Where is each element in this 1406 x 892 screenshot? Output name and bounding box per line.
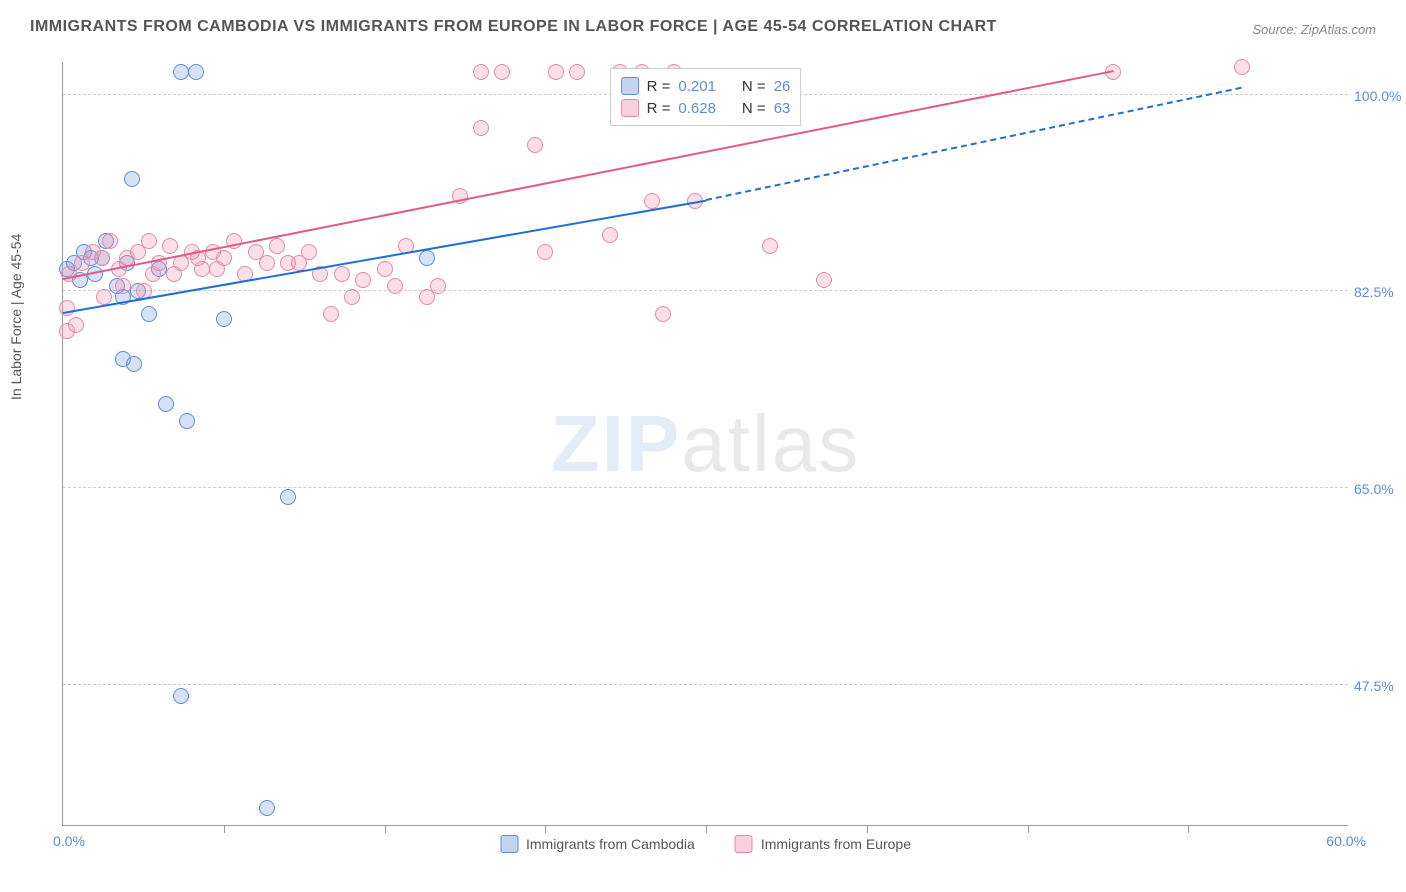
regression-line — [63, 70, 1114, 280]
data-point — [102, 233, 118, 249]
r-label: R = — [647, 78, 671, 95]
data-point — [141, 306, 157, 322]
data-point — [259, 800, 275, 816]
data-point — [179, 413, 195, 429]
gridline — [63, 684, 1348, 685]
data-point — [158, 396, 174, 412]
x-tick — [1028, 825, 1029, 833]
watermark: ZIPatlas — [551, 398, 860, 490]
data-point — [762, 238, 778, 254]
legend-row: R = 0.201 N = 26 — [621, 75, 791, 97]
x-tick — [706, 825, 707, 833]
r-value: 0.201 — [678, 78, 716, 95]
x-tick — [1188, 825, 1189, 833]
gridline — [63, 487, 1348, 488]
data-point — [94, 250, 110, 266]
data-point — [280, 489, 296, 505]
data-point — [494, 64, 510, 80]
data-point — [473, 120, 489, 136]
data-point — [173, 64, 189, 80]
data-point — [430, 278, 446, 294]
n-label: N = — [742, 78, 766, 95]
data-point — [355, 272, 371, 288]
data-point — [419, 250, 435, 266]
y-tick-label: 82.5% — [1354, 284, 1406, 300]
chart-title: IMMIGRANTS FROM CAMBODIA VS IMMIGRANTS F… — [30, 18, 997, 36]
data-point — [816, 272, 832, 288]
x-tick — [224, 825, 225, 833]
data-point — [334, 266, 350, 282]
data-point — [527, 137, 543, 153]
chart-plot-area: ZIPatlas R =0.201N =26R =0.628N =63 0.0%… — [62, 62, 1348, 826]
data-point — [548, 64, 564, 80]
n-value: 63 — [774, 100, 791, 117]
n-label: N = — [742, 100, 766, 117]
source-label: Source: ZipAtlas.com — [1252, 22, 1376, 37]
data-point — [145, 266, 161, 282]
data-point — [537, 244, 553, 260]
data-point — [387, 278, 403, 294]
data-point — [173, 688, 189, 704]
data-point — [377, 261, 393, 277]
data-point — [166, 266, 182, 282]
r-label: R = — [647, 100, 671, 117]
n-value: 26 — [774, 78, 791, 95]
legend-swatch — [621, 99, 639, 117]
x-axis-max-label: 60.0% — [1326, 833, 1366, 849]
legend-swatch — [735, 835, 753, 853]
legend-item: Immigrants from Cambodia — [500, 835, 695, 853]
legend-item: Immigrants from Europe — [735, 835, 911, 853]
x-axis-min-label: 0.0% — [53, 833, 85, 849]
y-axis-label: In Labor Force | Age 45-54 — [8, 234, 24, 400]
y-tick-label: 47.5% — [1354, 678, 1406, 694]
data-point — [344, 289, 360, 305]
r-value: 0.628 — [678, 100, 716, 117]
data-point — [216, 311, 232, 327]
legend-swatch — [621, 77, 639, 95]
data-point — [209, 261, 225, 277]
data-point — [59, 300, 75, 316]
legend-row: R = 0.628 N = 63 — [621, 97, 791, 119]
correlation-legend: R = 0.201 N = 26 R = 0.628 N = 63 — [610, 68, 802, 126]
legend-label: Immigrants from Europe — [761, 836, 911, 852]
y-tick-label: 100.0% — [1354, 88, 1406, 104]
y-tick-label: 65.0% — [1354, 481, 1406, 497]
x-tick — [545, 825, 546, 833]
data-point — [1234, 59, 1250, 75]
x-tick — [867, 825, 868, 833]
series-legend: Immigrants from Cambodia Immigrants from … — [500, 835, 911, 853]
x-tick — [385, 825, 386, 833]
data-point — [323, 306, 339, 322]
data-point — [269, 238, 285, 254]
data-point — [96, 289, 112, 305]
legend-label: Immigrants from Cambodia — [526, 836, 695, 852]
data-point — [473, 64, 489, 80]
data-point — [126, 356, 142, 372]
data-point — [115, 278, 131, 294]
data-point — [655, 306, 671, 322]
data-point — [141, 233, 157, 249]
data-point — [59, 323, 75, 339]
data-point — [188, 64, 204, 80]
data-point — [162, 238, 178, 254]
legend-swatch — [500, 835, 518, 853]
gridline — [63, 290, 1348, 291]
data-point — [124, 171, 140, 187]
data-point — [602, 227, 618, 243]
data-point — [259, 255, 275, 271]
data-point — [569, 64, 585, 80]
